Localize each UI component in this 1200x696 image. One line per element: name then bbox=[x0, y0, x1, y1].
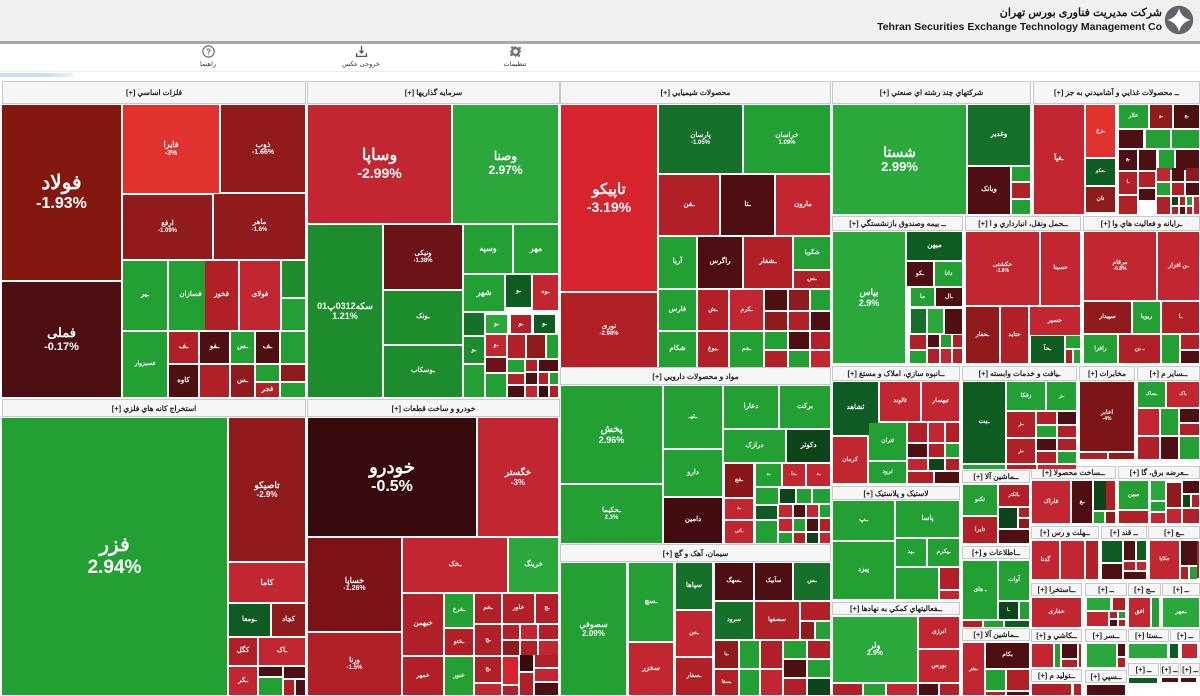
svg-text:?: ? bbox=[206, 47, 211, 56]
